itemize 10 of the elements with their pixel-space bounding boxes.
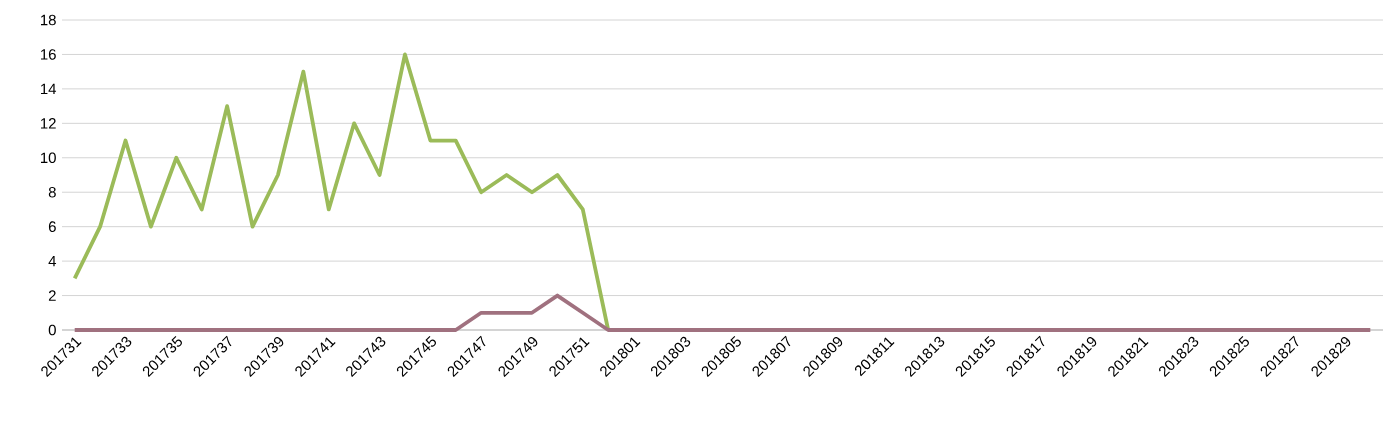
- y-tick-label: 6: [48, 221, 56, 232]
- y-tick-label: 0: [48, 324, 56, 336]
- y-tick-label: 12: [41, 118, 56, 129]
- y-tick-label: 18: [41, 14, 56, 26]
- y-tick-label: 8: [48, 186, 56, 198]
- y-tick-label: 14: [41, 83, 57, 95]
- y-tick-label: 10: [41, 152, 56, 164]
- y-tick-label: 16: [41, 49, 56, 60]
- y-tick-label: 2: [48, 290, 56, 301]
- y-tick-label: 4: [48, 255, 57, 267]
